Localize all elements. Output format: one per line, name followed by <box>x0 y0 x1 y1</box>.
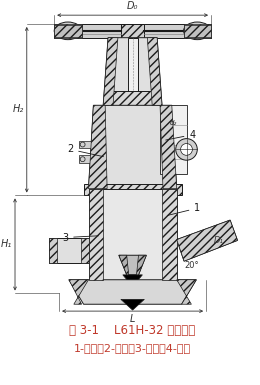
Ellipse shape <box>80 142 85 147</box>
Polygon shape <box>49 238 57 263</box>
Text: 1-阀体；2-阀盖；3-阀座；4-阀杆: 1-阀体；2-阀盖；3-阀座；4-阀杆 <box>74 343 191 353</box>
Text: L: L <box>130 314 135 324</box>
Ellipse shape <box>181 144 192 155</box>
Polygon shape <box>88 105 107 189</box>
Polygon shape <box>184 24 211 38</box>
Text: d₂: d₂ <box>170 120 177 126</box>
Text: 2: 2 <box>67 144 103 157</box>
Bar <box>121 24 144 38</box>
Text: D₀: D₀ <box>127 1 138 11</box>
Polygon shape <box>103 38 118 105</box>
Polygon shape <box>119 255 129 275</box>
Polygon shape <box>121 300 144 310</box>
Polygon shape <box>147 38 162 105</box>
Text: H₁: H₁ <box>1 239 12 249</box>
Polygon shape <box>177 280 196 304</box>
Text: 3: 3 <box>62 233 99 243</box>
Polygon shape <box>177 220 237 261</box>
Ellipse shape <box>100 105 110 115</box>
Polygon shape <box>162 189 177 280</box>
Polygon shape <box>88 105 177 189</box>
Bar <box>79 155 96 163</box>
Ellipse shape <box>184 22 211 40</box>
Ellipse shape <box>80 157 85 162</box>
Polygon shape <box>88 189 103 280</box>
Ellipse shape <box>54 22 82 40</box>
Polygon shape <box>123 275 142 286</box>
Polygon shape <box>54 24 211 38</box>
Polygon shape <box>103 38 162 105</box>
Polygon shape <box>54 25 82 37</box>
Polygon shape <box>81 238 88 263</box>
Text: 1: 1 <box>168 203 200 215</box>
Bar <box>79 141 96 149</box>
Ellipse shape <box>155 105 165 115</box>
Text: 4: 4 <box>166 130 196 140</box>
Polygon shape <box>69 280 88 304</box>
Polygon shape <box>69 280 196 304</box>
Polygon shape <box>184 25 211 37</box>
Bar <box>160 105 187 174</box>
Polygon shape <box>119 255 146 275</box>
Text: H₂: H₂ <box>12 104 24 114</box>
Polygon shape <box>54 24 82 38</box>
Bar <box>88 189 177 280</box>
Bar <box>84 184 181 196</box>
Bar <box>128 38 138 257</box>
Bar <box>108 90 157 120</box>
Text: D₁: D₁ <box>214 236 224 245</box>
Text: 20°: 20° <box>185 261 199 270</box>
Ellipse shape <box>176 139 197 160</box>
Polygon shape <box>177 220 237 261</box>
Polygon shape <box>136 255 146 275</box>
Text: 图 3-1    L61H-32 型节流阀: 图 3-1 L61H-32 型节流阀 <box>69 324 196 337</box>
Polygon shape <box>160 105 177 189</box>
Bar <box>49 238 88 263</box>
